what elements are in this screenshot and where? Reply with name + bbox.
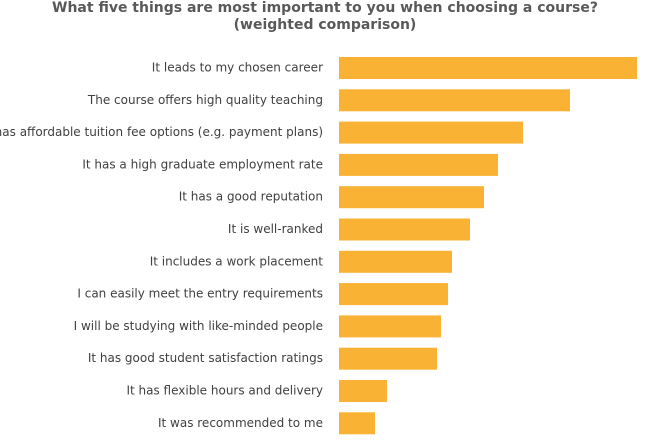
category-label: It has a high graduate employment rate (82, 157, 323, 171)
chart-title: What five things are most important to y… (52, 0, 598, 33)
category-label: It has good student satisfaction ratings (88, 351, 323, 365)
bar (339, 250, 452, 273)
bar (339, 121, 523, 144)
category-label: The course offers high quality teaching (87, 93, 323, 107)
bar (339, 315, 441, 338)
category-label: I will be studying with like-minded peop… (74, 319, 323, 333)
category-label: It includes a work placement (150, 254, 324, 268)
bar (339, 283, 448, 306)
bar (339, 347, 437, 370)
category-label: I can easily meet the entry requirements (77, 287, 323, 301)
category-label: It leads to my chosen career (152, 61, 323, 75)
category-label: It is well-ranked (228, 222, 323, 236)
bar (339, 57, 637, 79)
category-label: It has a good reputation (179, 190, 323, 204)
bar (339, 380, 387, 402)
category-label: It has affordable tuition fee options (e… (0, 125, 323, 139)
bar (339, 153, 498, 176)
bar (339, 412, 375, 435)
bar (339, 89, 570, 112)
category-label: It has flexible hours and delivery (126, 384, 323, 398)
bar (339, 218, 470, 241)
bar (339, 186, 484, 209)
category-label: It was recommended to me (158, 416, 323, 430)
